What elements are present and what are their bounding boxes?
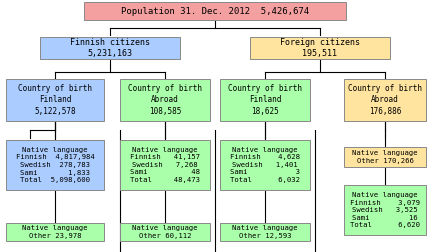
Bar	[219, 79, 309, 121]
Text: Country of birth
Abroad
108,585: Country of birth Abroad 108,585	[128, 84, 202, 116]
Bar	[120, 140, 209, 190]
Bar	[40, 37, 180, 59]
Bar	[343, 147, 425, 167]
Text: Native language
Finnish   41,157
Swedish   7,268
Sami          48
Total     48,4: Native language Finnish 41,157 Swedish 7…	[130, 147, 200, 183]
Text: Native language
Finnish    3,079
Swedish   3,525
Sami         16
Total      6,62: Native language Finnish 3,079 Swedish 3,…	[349, 192, 419, 228]
Text: Native language
Other 23,978: Native language Other 23,978	[22, 225, 88, 239]
Text: Native language
Other 170,266: Native language Other 170,266	[351, 150, 417, 164]
Text: Country of birth
Finland
18,625: Country of birth Finland 18,625	[227, 84, 301, 116]
Text: Finnish citizens
5,231,163: Finnish citizens 5,231,163	[70, 38, 150, 58]
Text: Native language
Finnish    4,628
Swedish   1,401
Sami           3
Total      6,0: Native language Finnish 4,628 Swedish 1,…	[230, 147, 299, 183]
Text: Native language
Other 12,593: Native language Other 12,593	[232, 225, 297, 239]
Text: Country of birth
Abroad
176,886: Country of birth Abroad 176,886	[347, 84, 421, 116]
Bar	[6, 140, 104, 190]
Bar	[6, 79, 104, 121]
Bar	[120, 79, 209, 121]
Bar	[343, 79, 425, 121]
Text: Native language
Other 60,112: Native language Other 60,112	[132, 225, 197, 239]
Text: Country of birth
Finland
5,122,578: Country of birth Finland 5,122,578	[18, 84, 92, 116]
Bar	[84, 2, 345, 20]
Bar	[120, 223, 209, 241]
Bar	[219, 140, 309, 190]
Bar	[249, 37, 389, 59]
Bar	[343, 185, 425, 235]
Text: Foreign citizens
195,511: Foreign citizens 195,511	[280, 38, 359, 58]
Bar	[6, 223, 104, 241]
Text: Population 31. Dec. 2012  5,426,674: Population 31. Dec. 2012 5,426,674	[121, 7, 308, 16]
Text: Native language
Finnish  4,817,984
Swedish  278,783
Sami       1,833
Total  5,09: Native language Finnish 4,817,984 Swedis…	[15, 147, 94, 183]
Bar	[219, 223, 309, 241]
